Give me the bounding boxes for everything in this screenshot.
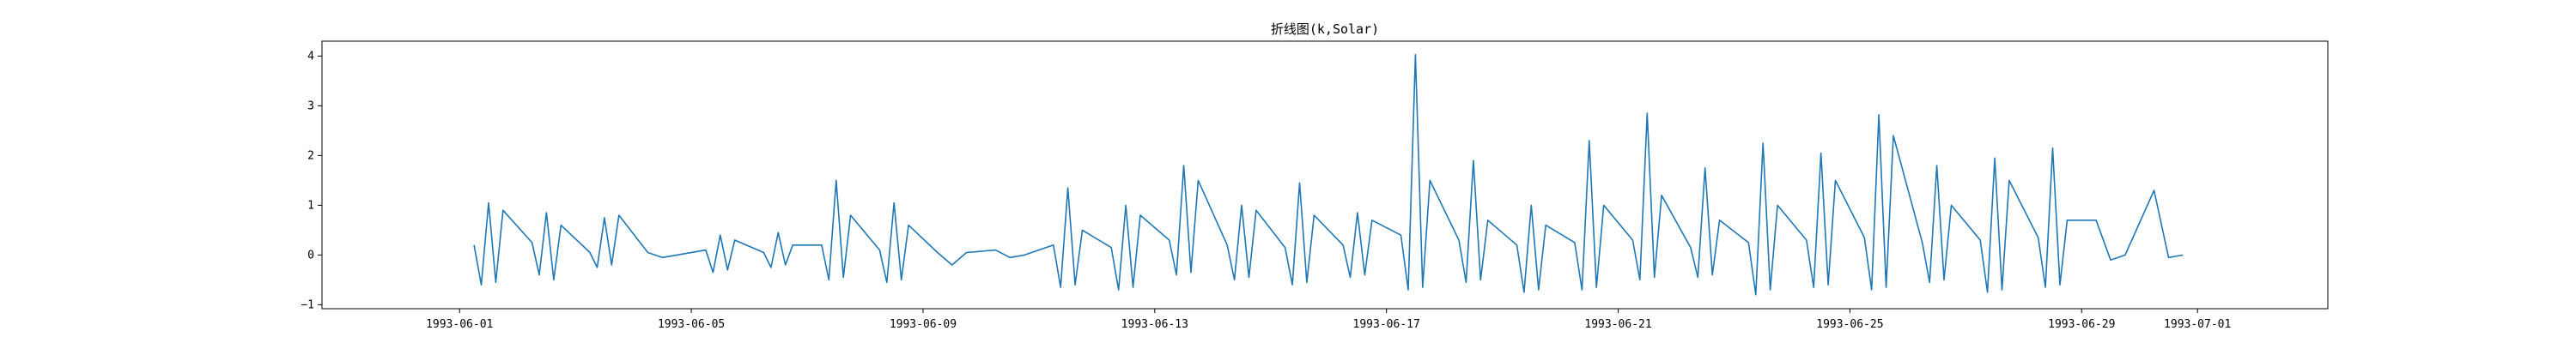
y-tick-label: 2 [307,149,314,162]
x-tick-label: 1993-07-01 [2164,318,2231,331]
y-tick-label: 3 [307,99,314,112]
plot-background [322,41,2328,309]
x-tick-label: 1993-06-25 [1816,318,1883,331]
series-layer [473,53,2184,296]
x-tick-label: 1993-06-29 [2048,318,2115,331]
plot-frame [321,40,2329,310]
x-tick-label: 1993-06-17 [1353,318,1420,331]
x-tick-label: 1993-06-05 [658,318,725,331]
y-axis: −1 0 1 2 3 4 [301,50,322,311]
x-axis: 1993-06-01 1993-06-05 1993-06-09 1993-06-13… [426,309,2231,331]
y-tick-label: 4 [307,50,314,63]
x-tick-label: 1993-06-01 [426,318,493,331]
y-tick-label: −1 [301,298,314,311]
y-tick-label: 1 [307,199,314,212]
chart-title: 折线图(k,Solar) [1271,21,1379,37]
x-tick-label: 1993-06-09 [890,318,957,331]
x-tick-label: 1993-06-13 [1121,318,1188,331]
x-tick-label: 1993-06-21 [1584,318,1651,331]
y-tick-label: 0 [307,249,314,262]
series-line-0 [473,53,2184,296]
